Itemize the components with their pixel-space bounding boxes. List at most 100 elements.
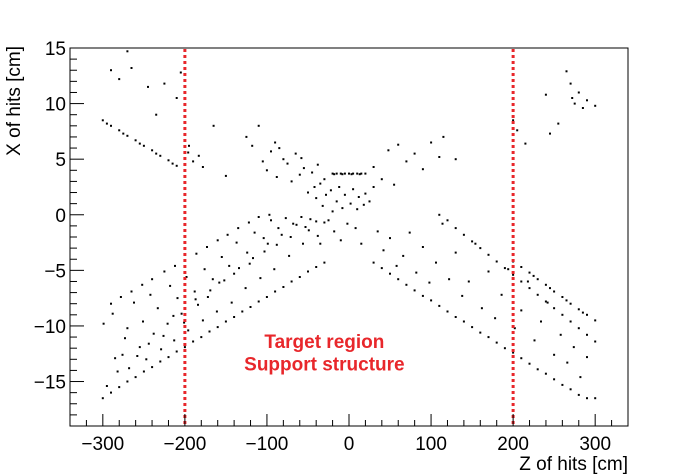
data-point	[252, 257, 254, 260]
data-point	[430, 141, 433, 144]
data-point	[352, 188, 355, 191]
data-point	[319, 242, 322, 245]
data-point	[512, 119, 515, 122]
data-point	[220, 256, 223, 258]
data-point	[175, 97, 178, 99]
data-point	[313, 186, 316, 188]
data-point	[116, 370, 119, 373]
data-points	[101, 50, 597, 400]
data-point	[275, 243, 278, 246]
data-point	[387, 149, 390, 152]
data-point	[251, 144, 254, 147]
data-point	[329, 189, 332, 192]
data-point	[333, 173, 336, 176]
data-point	[126, 134, 129, 137]
data-point	[331, 210, 334, 213]
x-axis-title: Z of hits [cm]	[519, 454, 628, 474]
data-point	[462, 320, 465, 323]
data-point	[270, 150, 272, 153]
data-point	[421, 294, 424, 297]
data-point	[581, 107, 584, 109]
data-point	[360, 172, 363, 175]
data-point	[138, 346, 141, 349]
data-point	[571, 97, 574, 99]
data-point	[156, 307, 159, 310]
data-point	[380, 178, 383, 181]
data-point	[307, 229, 310, 232]
data-point	[544, 300, 547, 303]
data-point	[309, 218, 312, 221]
data-point	[356, 208, 359, 211]
data-point	[428, 281, 431, 284]
data-point	[238, 267, 240, 270]
data-point	[315, 220, 318, 223]
data-point	[130, 290, 133, 293]
data-point	[142, 144, 145, 147]
data-point	[206, 296, 209, 298]
data-point	[338, 186, 341, 188]
data-point	[133, 301, 135, 304]
data-point	[130, 67, 133, 69]
data-point	[594, 397, 597, 400]
data-point	[594, 319, 597, 322]
data-point	[176, 297, 179, 300]
data-point	[244, 287, 247, 290]
data-point	[512, 273, 515, 276]
data-point	[354, 227, 357, 230]
data-point	[528, 287, 531, 290]
data-point	[290, 180, 293, 183]
data-point	[265, 169, 268, 172]
data-point	[160, 348, 163, 351]
data-point	[280, 233, 283, 236]
data-point	[292, 222, 295, 225]
data-point	[442, 135, 445, 138]
data-point	[218, 281, 221, 284]
data-point	[594, 340, 597, 343]
annotation-support-structure: Support structure	[244, 354, 404, 375]
data-point	[471, 326, 474, 329]
data-point	[111, 312, 114, 315]
data-point	[323, 221, 326, 224]
data-point	[577, 91, 580, 94]
data-point	[147, 342, 150, 345]
data-point	[295, 223, 298, 226]
data-point	[195, 252, 198, 255]
data-point	[223, 279, 226, 282]
data-point	[495, 341, 498, 344]
x-tick-label: 100	[415, 434, 447, 455]
y-tick-label: −15	[34, 373, 66, 394]
x-tick-label: 0	[344, 434, 355, 455]
data-point	[586, 313, 588, 316]
data-point	[155, 152, 158, 155]
data-point	[233, 316, 236, 318]
data-point	[487, 336, 490, 339]
y-axis: −15 −10 −5 0 5 10 15	[34, 39, 84, 427]
data-point	[352, 172, 355, 175]
data-point	[302, 167, 305, 170]
data-point	[110, 69, 112, 72]
data-point	[544, 93, 547, 96]
data-point	[389, 272, 391, 275]
data-point	[343, 172, 346, 175]
data-point	[185, 276, 188, 278]
data-point	[405, 160, 408, 163]
y-tick-label: −5	[44, 261, 66, 282]
data-point	[197, 303, 199, 306]
data-point	[397, 278, 400, 281]
data-point	[155, 113, 158, 116]
y-tick-label: −10	[34, 317, 66, 338]
data-point	[261, 160, 264, 163]
data-point	[579, 376, 582, 379]
data-point	[561, 383, 564, 386]
data-point	[569, 320, 572, 323]
data-point	[193, 290, 196, 293]
data-point	[553, 353, 556, 356]
data-point	[546, 301, 549, 304]
data-point	[290, 280, 293, 283]
data-point	[126, 327, 129, 330]
data-point	[532, 274, 535, 277]
data-point	[124, 337, 126, 340]
data-point	[339, 172, 342, 175]
data-point	[331, 172, 334, 175]
data-point	[438, 156, 441, 158]
